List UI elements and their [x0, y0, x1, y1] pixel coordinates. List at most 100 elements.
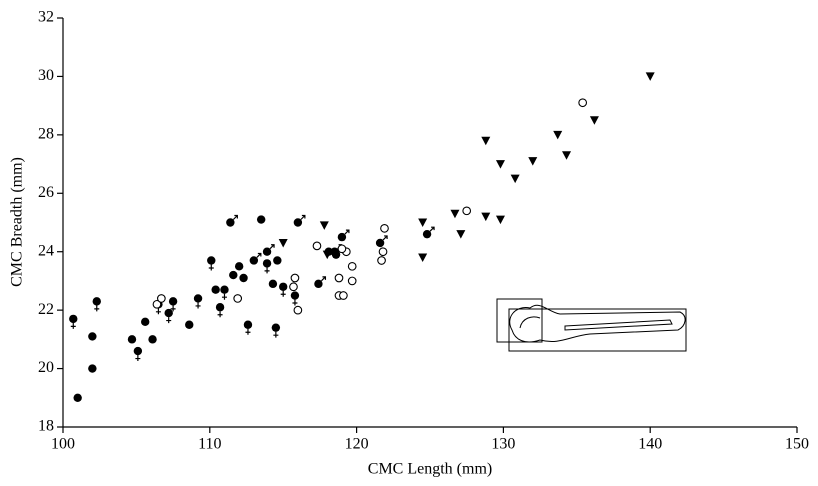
point: [226, 214, 238, 227]
male-symbol: [344, 229, 350, 235]
female-symbol: [155, 308, 161, 315]
point: [215, 303, 225, 318]
point: [127, 335, 137, 344]
marker-body: [462, 206, 472, 216]
marker-body: [193, 294, 203, 303]
point: [347, 261, 357, 271]
point: [339, 291, 348, 300]
marker-body: [185, 320, 194, 329]
point: [220, 285, 229, 300]
point: [322, 250, 332, 260]
female-symbol: [217, 311, 223, 318]
point: [418, 253, 428, 263]
marker-body: [73, 393, 82, 402]
point: [337, 244, 347, 254]
marker-body: [262, 259, 272, 268]
point: [290, 291, 300, 306]
x-tick-label: 120: [345, 436, 369, 453]
marker-body: [293, 305, 303, 315]
marker-body: [157, 294, 166, 303]
x-tick-label: 130: [491, 436, 515, 453]
x-tick-label: 140: [638, 436, 662, 453]
point: [380, 223, 389, 233]
point: [211, 285, 220, 294]
point: [481, 212, 491, 222]
point: [481, 136, 491, 146]
marker-body: [377, 256, 386, 265]
female-symbol: [221, 293, 227, 300]
female-symbol: [166, 317, 172, 324]
point: [510, 174, 520, 184]
point: [462, 206, 472, 216]
marker-body: [233, 294, 243, 303]
marker-body: [207, 256, 216, 265]
point: [207, 256, 216, 271]
point: [157, 294, 166, 303]
point: [152, 299, 162, 309]
y-tick-label: 26: [38, 184, 54, 201]
marker-body: [226, 218, 235, 227]
point: [268, 279, 278, 289]
marker-body: [422, 229, 432, 239]
point: [331, 250, 341, 259]
marker-body: [450, 209, 460, 219]
marker-body: [234, 262, 244, 271]
marker-body: [528, 157, 538, 166]
marker-body: [239, 273, 248, 283]
marker-body: [495, 215, 505, 225]
point: [293, 214, 306, 227]
point: [528, 157, 538, 166]
marker-body: [69, 314, 78, 324]
marker-body: [314, 279, 323, 289]
marker-body: [290, 273, 300, 283]
point: [141, 317, 150, 327]
x-axis-label: CMC Length (mm): [368, 461, 492, 478]
point: [562, 151, 572, 160]
point: [239, 273, 248, 283]
marker-body: [553, 130, 563, 140]
point: [262, 244, 275, 256]
marker-body: [331, 250, 341, 259]
marker-body: [334, 273, 344, 283]
marker-body: [148, 335, 157, 344]
point: [418, 218, 428, 227]
y-tick-label: 28: [38, 126, 54, 143]
female-symbol: [135, 355, 141, 362]
marker-body: [562, 151, 572, 160]
female-symbol: [170, 305, 176, 312]
marker-body: [645, 72, 655, 81]
point: [589, 116, 599, 125]
marker-body: [481, 212, 491, 222]
point: [450, 209, 460, 219]
female-symbol: [208, 264, 214, 271]
male-symbol: [269, 244, 275, 250]
marker-body: [378, 247, 388, 257]
y-axis-label: CMC Breadth (mm): [9, 157, 26, 287]
marker-body: [92, 297, 101, 306]
marker-body: [589, 116, 599, 125]
marker-body: [88, 332, 97, 341]
point: [234, 262, 244, 271]
marker-body: [495, 160, 505, 169]
point: [495, 215, 505, 225]
marker-body: [347, 276, 357, 286]
marker-body: [256, 215, 266, 224]
point: [233, 294, 243, 303]
y-tick-label: 24: [38, 242, 54, 259]
point: [229, 270, 238, 280]
point: [314, 276, 327, 289]
point: [456, 230, 466, 239]
y-tick-label: 18: [38, 418, 54, 435]
point: [185, 320, 194, 329]
marker-body: [380, 223, 389, 233]
female-symbol: [280, 290, 286, 297]
point: [92, 297, 101, 312]
marker-body: [312, 241, 322, 251]
marker-body: [88, 364, 97, 373]
point: [256, 215, 266, 224]
point: [375, 235, 388, 248]
point: [73, 393, 82, 402]
female-symbol: [94, 305, 100, 312]
marker-body: [578, 98, 588, 108]
